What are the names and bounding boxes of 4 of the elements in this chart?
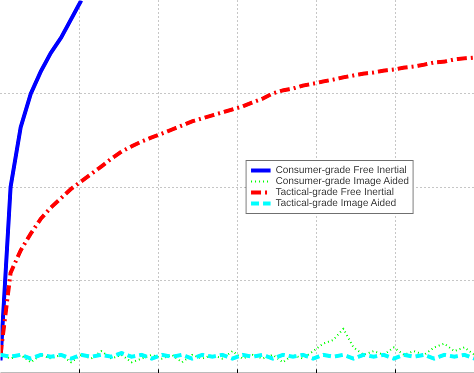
- legend-label: Tactical-grade Free Inertial: [276, 186, 394, 198]
- legend-label: Consumer-grade Image Aided: [276, 176, 409, 186]
- legend-label: Consumer-grade Free Inertial: [276, 164, 407, 176]
- legend-label: Tactical-grade Image Aided: [276, 198, 396, 208]
